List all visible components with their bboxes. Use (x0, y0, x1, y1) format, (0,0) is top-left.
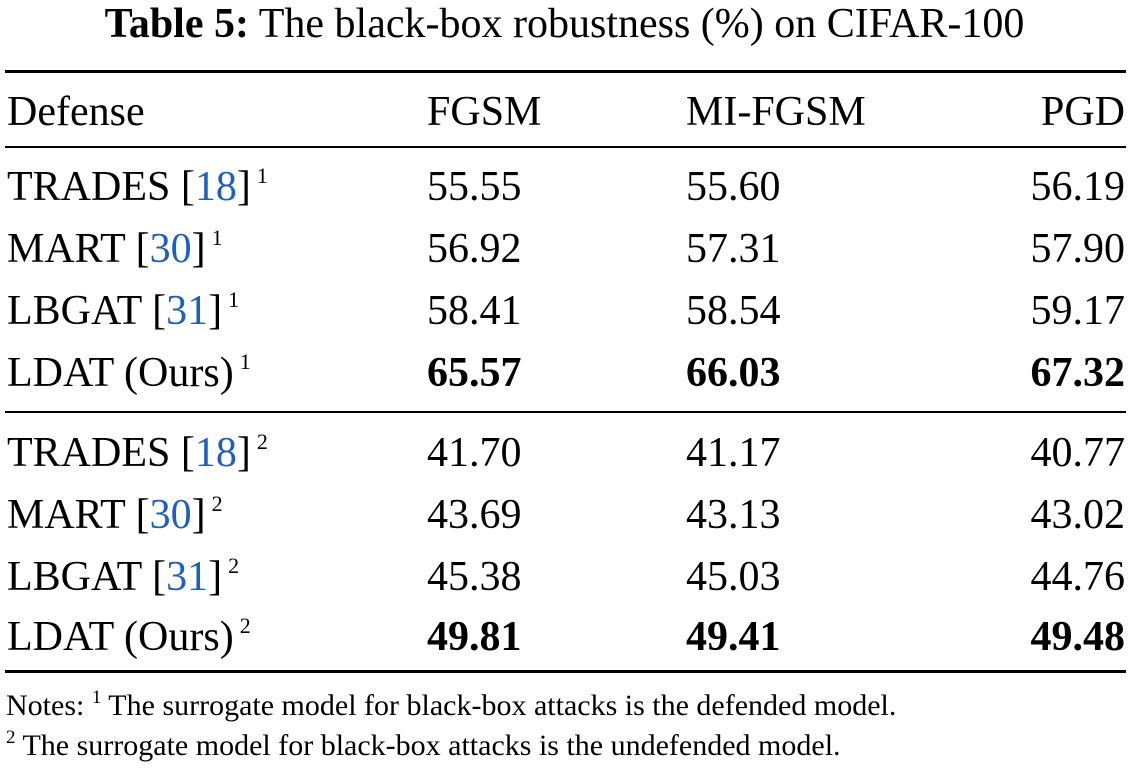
fgsm-value: 56.92 (427, 226, 522, 272)
fgsm-value: 58.41 (427, 288, 522, 334)
mi-fgsm-value: 66.03 (686, 350, 781, 396)
defense-name: TRADES (7, 430, 171, 476)
footnote-mark: 2 (228, 553, 240, 578)
fgsm-value: 55.55 (427, 164, 522, 210)
table-caption: Table 5: The black-box robustness (%) on… (0, 0, 1129, 48)
mi-fgsm-value: 41.17 (686, 430, 781, 476)
pgd-value: 44.76 (1030, 554, 1126, 600)
pgd-value: 67.32 (1030, 350, 1126, 396)
mi-fgsm-value: 49.41 (686, 614, 781, 660)
footnote-mark: 2 (256, 429, 268, 454)
fgsm-value: 65.57 (427, 350, 522, 396)
defense-cell: LDAT (Ours) 1 (7, 345, 251, 407)
table-row: LDAT (Ours) 2 49.81 49.41 49.48 (0, 609, 1129, 665)
defense-name: LBGAT (7, 554, 142, 600)
table-row: LBGAT [31] 1 58.41 58.54 59.17 (0, 283, 1129, 339)
citation-link[interactable]: 31 (166, 554, 209, 600)
table-notes: Notes: 1 The surrogate model for black-b… (6, 687, 897, 768)
table-row: MART [30] 2 43.69 43.13 43.02 (0, 487, 1129, 543)
header-row: Defense FGSM MI-FGSM PGD (0, 84, 1129, 140)
mi-fgsm-value: 58.54 (686, 288, 781, 334)
table-row: LDAT (Ours) 1 65.57 66.03 67.32 (0, 345, 1129, 401)
defense-cell: TRADES [18] 1 (7, 163, 268, 210)
defense-name: MART (7, 226, 126, 272)
note-mark: 2 (6, 727, 16, 748)
footnote-mark: 2 (239, 613, 251, 638)
defense-name: LBGAT (7, 288, 142, 334)
note-text: The surrogate model for black-box attack… (108, 689, 897, 722)
pgd-value: 57.90 (1030, 226, 1126, 272)
citation-link[interactable]: 31 (166, 288, 209, 334)
mi-fgsm-value: 45.03 (686, 554, 781, 600)
pgd-value: 43.02 (1030, 492, 1126, 538)
fgsm-value: 45.38 (427, 554, 522, 600)
pgd-value: 56.19 (1030, 164, 1126, 210)
bottom-rule (5, 670, 1126, 673)
footnote-mark: 1 (228, 287, 240, 312)
defense-cell: LDAT (Ours) 2 (7, 609, 251, 671)
fgsm-value: 49.81 (427, 614, 522, 660)
defense-name: LDAT (Ours) (7, 350, 234, 396)
header-defense: Defense (7, 89, 145, 135)
footnote-mark: 1 (256, 163, 268, 188)
fgsm-value: 43.69 (427, 492, 522, 538)
header-pgd: PGD (1040, 89, 1125, 135)
table-caption-label: Table 5: (104, 1, 249, 47)
citation-link[interactable]: 30 (149, 492, 192, 538)
pgd-value: 59.17 (1030, 288, 1126, 334)
note-text: The surrogate model for black-box attack… (22, 729, 841, 762)
defense-name: LDAT (Ours) (7, 614, 234, 660)
citation-link[interactable]: 18 (194, 430, 237, 476)
defense-name: MART (7, 492, 126, 538)
group-divider (5, 411, 1126, 413)
table-row: TRADES [18] 1 55.55 55.60 56.19 (0, 159, 1129, 215)
defense-cell: MART [30] 1 (7, 225, 223, 272)
note-line: Notes: 1 The surrogate model for black-b… (6, 687, 897, 728)
pgd-value: 49.48 (1030, 614, 1126, 660)
top-rule (5, 70, 1126, 73)
note-mark: 1 (91, 687, 102, 708)
citation-link[interactable]: 30 (149, 226, 192, 272)
defense-cell: LBGAT [31] 1 (7, 287, 240, 334)
header-mi-fgsm: MI-FGSM (686, 89, 866, 135)
mi-fgsm-value: 43.13 (686, 492, 781, 538)
defense-cell: TRADES [18] 2 (7, 429, 268, 476)
footnote-mark: 1 (211, 225, 223, 250)
fgsm-value: 41.70 (427, 430, 522, 476)
notes-prefix: Notes: (6, 689, 85, 722)
defense-cell: LBGAT [31] 2 (7, 553, 240, 600)
defense-name: TRADES (7, 164, 171, 210)
footnote-mark: 2 (211, 491, 223, 516)
mi-fgsm-value: 55.60 (686, 164, 781, 210)
header-fgsm: FGSM (427, 89, 542, 135)
defense-cell: MART [30] 2 (7, 491, 223, 538)
mi-fgsm-value: 57.31 (686, 226, 781, 272)
citation-link[interactable]: 18 (194, 164, 237, 210)
note-line: 2 The surrogate model for black-box atta… (6, 727, 896, 768)
table-row: MART [30] 1 56.92 57.31 57.90 (0, 221, 1129, 277)
footnote-mark: 1 (239, 349, 251, 374)
table-row: TRADES [18] 2 41.70 41.17 40.77 (0, 425, 1129, 481)
table-caption-text: The black-box robustness (%) on CIFAR-10… (258, 1, 1025, 47)
table-row: LBGAT [31] 2 45.38 45.03 44.76 (0, 549, 1129, 605)
pgd-value: 40.77 (1030, 430, 1126, 476)
header-rule (5, 146, 1126, 148)
